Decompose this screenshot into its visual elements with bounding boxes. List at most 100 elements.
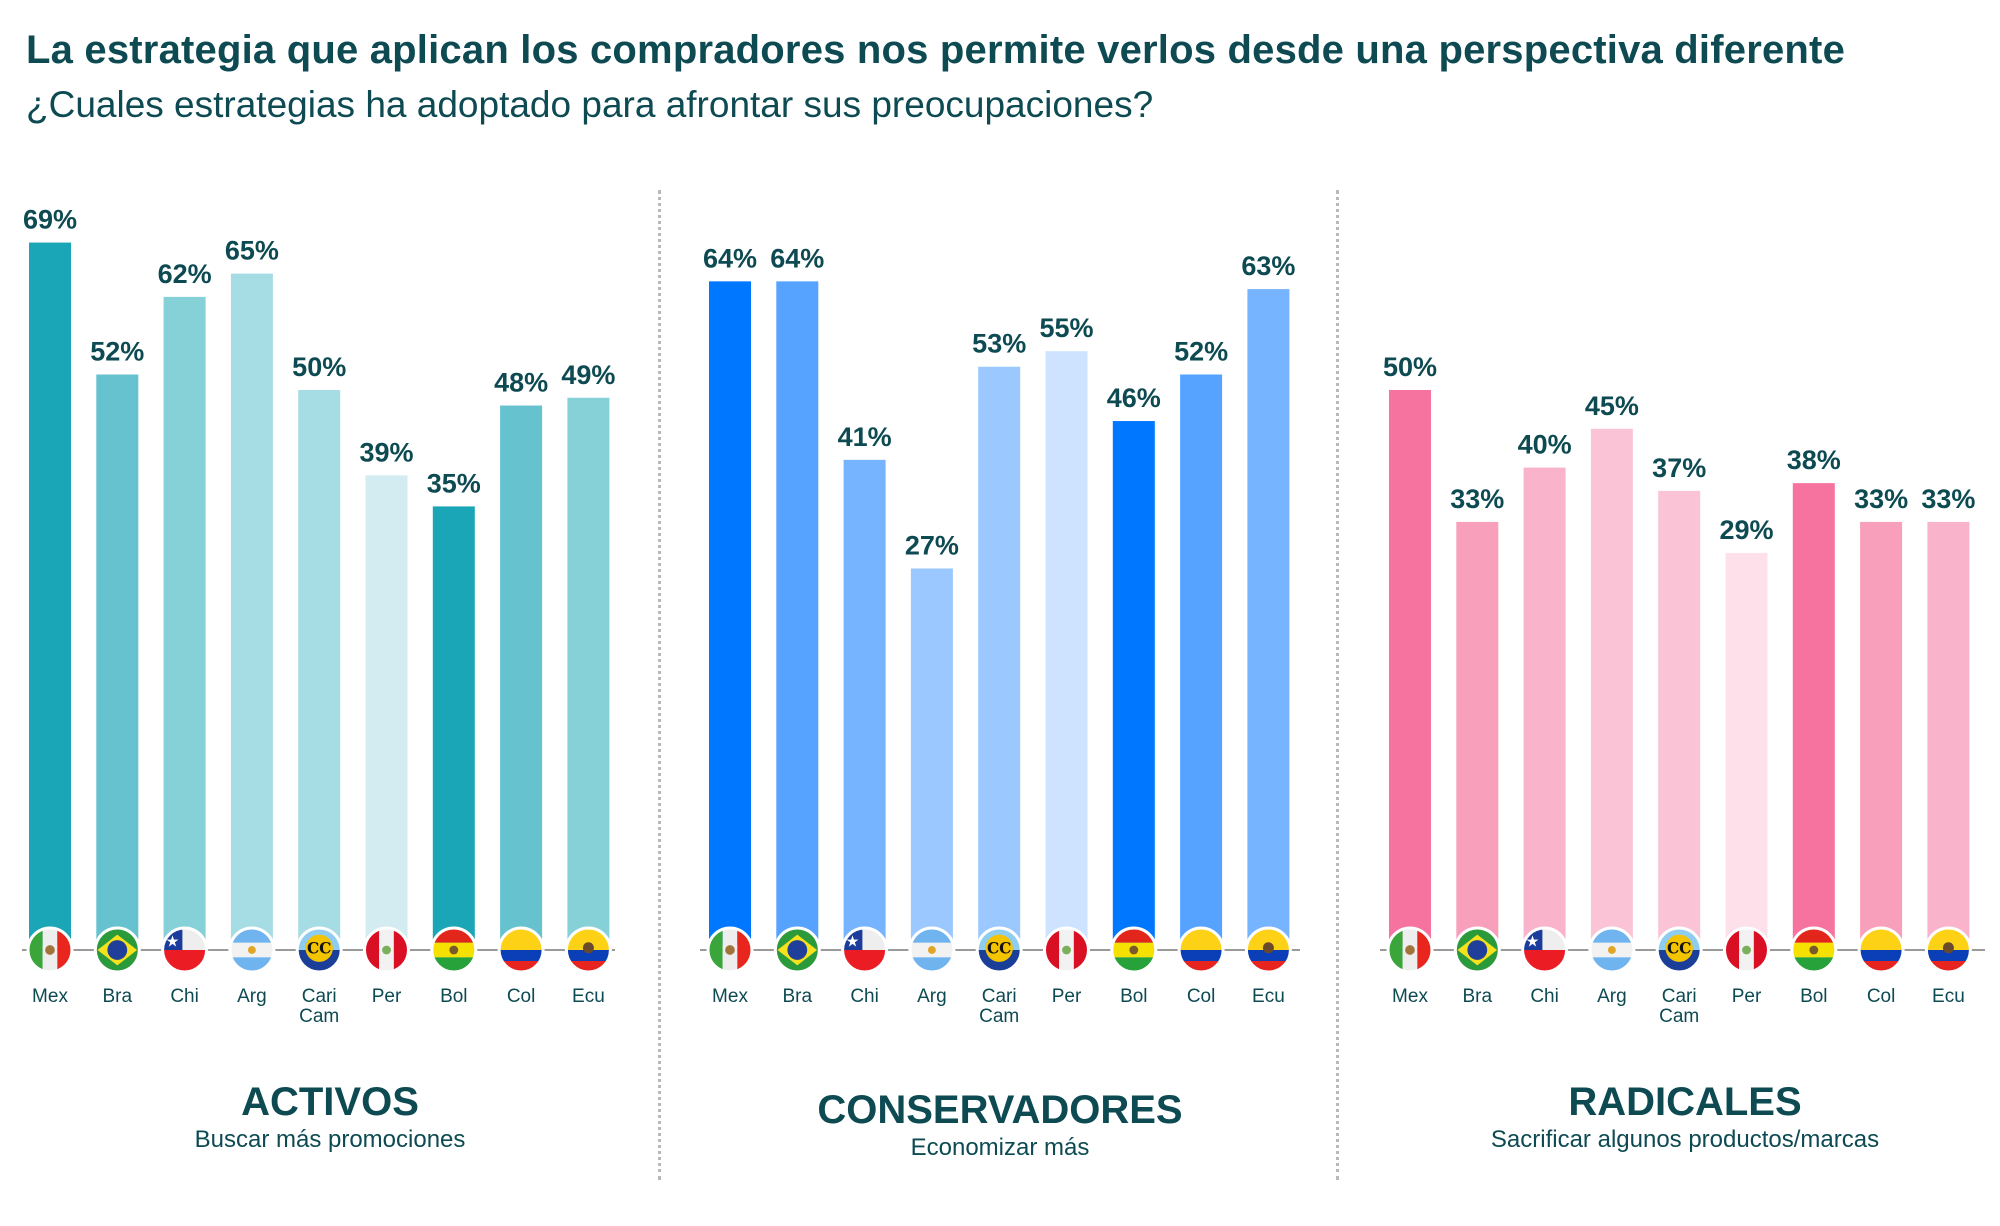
category-label: Arg xyxy=(237,986,267,1007)
bar-bra xyxy=(96,374,139,946)
svg-text:CC: CC xyxy=(987,939,1012,957)
chile-flag-icon: ★ xyxy=(161,926,209,974)
value-label: 64% xyxy=(770,243,824,273)
bar-bra xyxy=(776,281,819,945)
caricom-flag-icon: CC xyxy=(975,926,1023,974)
bolivia-flag-icon xyxy=(1110,926,1158,974)
value-label: 40% xyxy=(1518,430,1572,460)
bar-mex xyxy=(709,281,751,945)
svg-text:★: ★ xyxy=(166,933,180,951)
value-label: 35% xyxy=(427,468,481,498)
value-label: 50% xyxy=(292,352,346,382)
category-label: Chi xyxy=(1530,986,1559,1007)
category-label: Col xyxy=(507,986,536,1007)
mexico-flag-icon xyxy=(706,926,754,974)
bar-col xyxy=(1860,521,1903,945)
category-label: Bra xyxy=(783,986,813,1007)
colombia-flag-icon xyxy=(497,926,545,974)
value-label: 45% xyxy=(1585,391,1639,421)
panel-title-radicales: RADICALES xyxy=(1568,1080,1802,1124)
value-label: 41% xyxy=(838,422,892,452)
value-label: 29% xyxy=(1719,515,1773,545)
ecuador-flag-icon xyxy=(1244,926,1292,974)
peru-flag-icon xyxy=(363,926,410,974)
category-label: Cari xyxy=(302,986,337,1007)
brazil-flag-icon xyxy=(773,926,821,974)
category-label: Per xyxy=(1052,986,1082,1007)
category-label: Bol xyxy=(440,986,467,1007)
panel-title-conservadores: CONSERVADORES xyxy=(817,1088,1183,1132)
chile-flag-icon: ★ xyxy=(841,926,889,974)
panel-title-activos: ACTIVOS xyxy=(241,1080,419,1124)
category-label: Bra xyxy=(103,986,133,1007)
bar-mex xyxy=(29,242,71,945)
category-label: Cam xyxy=(299,1006,339,1027)
chile-flag-icon: ★ xyxy=(1521,926,1569,974)
argentina-flag-icon xyxy=(1588,926,1636,974)
panel-divider-2 xyxy=(1336,190,1339,1180)
bar-cari-cam xyxy=(1658,490,1701,945)
ecuador-flag-icon xyxy=(564,926,612,974)
caricom-flag-icon: CC xyxy=(1655,926,1703,974)
bar-bra xyxy=(1456,521,1499,945)
category-label: Chi xyxy=(850,986,879,1007)
bar-arg xyxy=(910,568,953,945)
value-label: 62% xyxy=(158,259,212,289)
argentina-flag-icon xyxy=(908,926,956,974)
svg-text:CC: CC xyxy=(307,939,332,957)
category-label: Chi xyxy=(170,986,199,1007)
bar-chi xyxy=(1523,467,1566,945)
category-label: Arg xyxy=(1597,986,1627,1007)
colombia-flag-icon xyxy=(1857,926,1905,974)
category-label: Col xyxy=(1867,986,1896,1007)
bolivia-flag-icon xyxy=(1790,926,1838,974)
bar-bol xyxy=(1112,421,1155,945)
value-label: 33% xyxy=(1854,484,1908,514)
category-label: Mex xyxy=(712,986,748,1007)
value-label: 69% xyxy=(23,205,77,235)
svg-text:★: ★ xyxy=(846,933,860,951)
value-label: 55% xyxy=(1039,313,1093,343)
mexico-flag-icon xyxy=(26,926,74,974)
category-label: Bra xyxy=(1463,986,1493,1007)
category-label: Arg xyxy=(917,986,947,1007)
category-label: Cari xyxy=(1662,986,1697,1007)
value-label: 53% xyxy=(972,329,1026,359)
panel-subtitle-conservadores: Economizar más xyxy=(910,1134,1090,1161)
category-label: Bol xyxy=(1800,986,1827,1007)
value-label: 65% xyxy=(225,236,279,266)
bar-arg xyxy=(230,273,273,946)
value-label: 33% xyxy=(1450,484,1504,514)
value-label: 37% xyxy=(1652,453,1706,483)
svg-text:★: ★ xyxy=(1526,933,1540,951)
value-label: 49% xyxy=(561,360,615,390)
category-label: Per xyxy=(1732,986,1762,1007)
value-label: 46% xyxy=(1107,383,1161,413)
value-label: 39% xyxy=(359,437,413,467)
category-label: Cam xyxy=(979,1006,1019,1027)
caricom-flag-icon: CC xyxy=(295,926,343,974)
bar-ecu xyxy=(567,397,610,945)
colombia-flag-icon xyxy=(1177,926,1225,974)
bar-ecu xyxy=(1247,289,1290,945)
panel-subtitle-radicales: Sacrificar algunos productos/marcas xyxy=(1490,1126,1880,1153)
mexico-flag-icon xyxy=(1386,926,1434,974)
panel-divider-1 xyxy=(658,190,661,1180)
bar-per xyxy=(1045,351,1088,945)
value-label: 52% xyxy=(90,336,144,366)
category-label: Col xyxy=(1187,986,1216,1007)
chart-subtitle: ¿Cuales estrategias ha adoptado para afr… xyxy=(26,84,1154,125)
category-label: Ecu xyxy=(1252,986,1285,1007)
category-label: Mex xyxy=(1392,986,1428,1007)
brazil-flag-icon xyxy=(93,926,141,974)
bar-per xyxy=(1725,552,1768,945)
bar-mex xyxy=(1389,390,1431,945)
bar-cari-cam xyxy=(978,366,1021,946)
value-label: 64% xyxy=(703,243,757,273)
argentina-flag-icon xyxy=(228,926,276,974)
category-label: Per xyxy=(372,986,402,1007)
category-label: Cari xyxy=(982,986,1017,1007)
